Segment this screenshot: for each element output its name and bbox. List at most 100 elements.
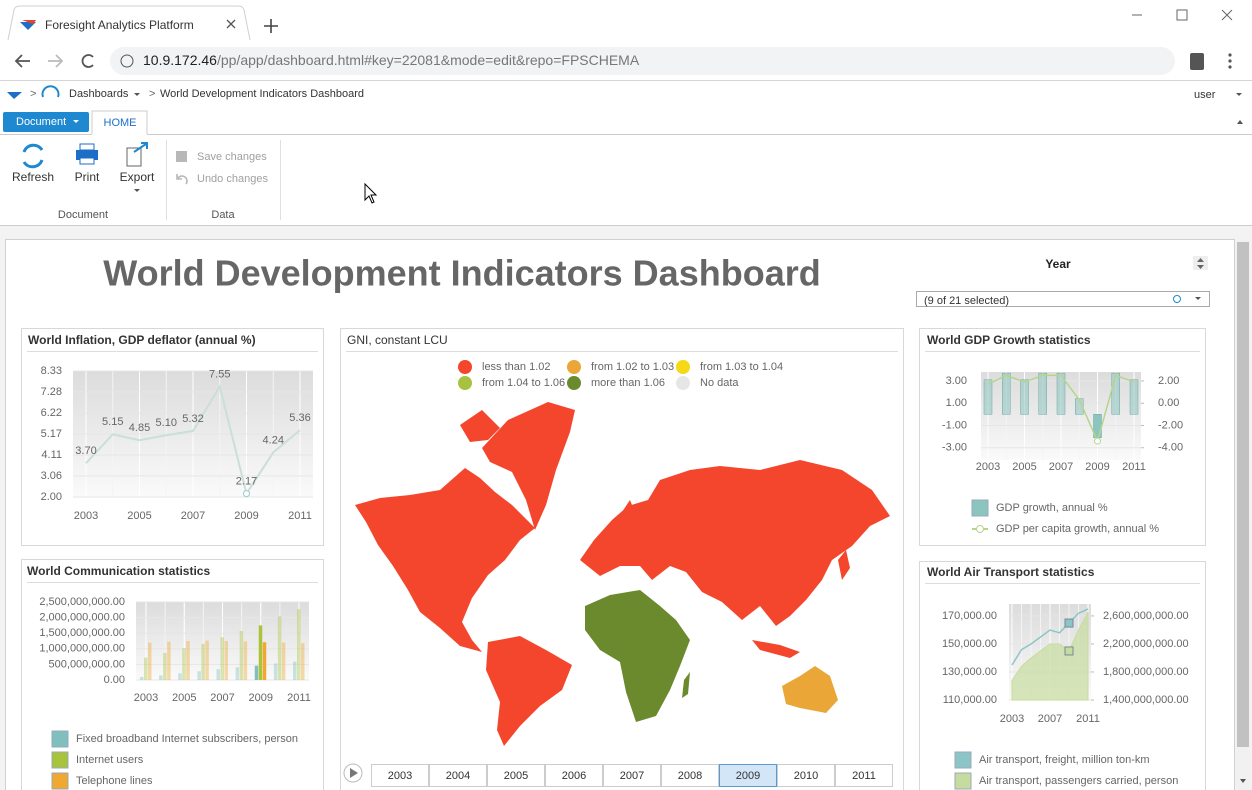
legend-label: GDP per capita growth, annual %: [996, 523, 1159, 535]
legend-label: from 1.04 to 1.06: [482, 377, 565, 389]
timeline-cell[interactable]: [545, 764, 603, 787]
timeline-cell[interactable]: [719, 764, 777, 787]
timeline-cell[interactable]: [429, 764, 487, 787]
value-label: 3.70: [75, 445, 96, 457]
y-tick-label: -1.00: [942, 419, 967, 431]
caret: [134, 189, 140, 192]
legend-label: Air transport, freight, million ton-km: [979, 754, 1150, 766]
new-tab[interactable]: [264, 19, 278, 33]
y-tick-label: 2,000,000,000.00: [39, 612, 125, 624]
user-menu[interactable]: user: [1194, 89, 1216, 101]
print-icon: [79, 157, 95, 165]
bar: [243, 641, 248, 680]
site-info[interactable]: [120, 54, 134, 68]
bar: [277, 616, 282, 680]
greenland[interactable]: [482, 402, 575, 530]
app-logo[interactable]: [7, 92, 22, 99]
document-menu-label: Document: [16, 116, 66, 128]
y2-tick-label: 1,400,000,000.00: [1103, 694, 1189, 706]
timeline-cell[interactable]: [487, 764, 545, 787]
close-window[interactable]: [1221, 9, 1233, 21]
world-map: [355, 402, 890, 746]
legend-swatch: [51, 730, 69, 748]
bar: [273, 663, 278, 680]
x-tick-label: 2009: [234, 510, 258, 522]
y-tick-label: 4.11: [41, 449, 62, 461]
bar: [1111, 372, 1120, 415]
address-bar[interactable]: [110, 47, 1175, 75]
refresh-button[interactable]: Refresh: [12, 143, 54, 184]
timeline-cell[interactable]: [835, 764, 893, 787]
australia[interactable]: [782, 666, 838, 713]
print-label: Print: [75, 170, 100, 184]
tab[interactable]: [7, 5, 251, 41]
y2-tick-label: 2,600,000,000.00: [1103, 610, 1189, 622]
mouse-cursor: [364, 182, 378, 204]
timeline-year: 2007: [620, 770, 644, 782]
scroll-down[interactable]: [1240, 779, 1246, 783]
timeline-year: 2008: [678, 770, 702, 782]
breadcrumb-section[interactable]: Dashboards: [69, 88, 129, 100]
refresh-label: Refresh: [12, 170, 54, 184]
bar: [1038, 372, 1047, 415]
legend-swatch: [676, 376, 690, 390]
legend-swatch: [458, 360, 472, 374]
legend-label: GDP growth, annual %: [996, 502, 1108, 514]
bar: [159, 675, 163, 680]
africa[interactable]: [585, 590, 690, 722]
filter-toggle-icon: [1197, 258, 1204, 269]
x-tick-label: 2003: [74, 510, 98, 522]
legend-swatch: [676, 360, 690, 374]
menu-dot[interactable]: [1228, 53, 1232, 57]
home-tab[interactable]: [91, 110, 148, 134]
filter-toggle[interactable]: [1193, 256, 1208, 270]
eurasia[interactable]: [580, 460, 890, 626]
y-tick-label: 2,500,000,000.00: [39, 596, 125, 608]
timeline-cell[interactable]: [777, 764, 835, 787]
bar: [1056, 372, 1066, 415]
south-america[interactable]: [486, 636, 572, 746]
collapse-ribbon[interactable]: [1237, 120, 1243, 124]
save-changes[interactable]: Save changes: [197, 151, 267, 163]
legend-swatch: [458, 376, 472, 390]
area: [1011, 612, 1089, 701]
tab-close[interactable]: [226, 19, 236, 29]
export-button[interactable]: Export: [120, 142, 155, 192]
y2-tick-label: 2,200,000,000.00: [1103, 638, 1189, 650]
dashboard-title: World Development Indicators Dashboard: [103, 253, 820, 294]
export-label: Export: [120, 170, 155, 184]
y-tick-label: 1,500,000,000.00: [39, 627, 125, 639]
menu-dot[interactable]: [1228, 59, 1232, 63]
maximize[interactable]: [1176, 9, 1188, 21]
year-select[interactable]: [916, 291, 1210, 307]
panel-title: World Air Transport statistics: [927, 565, 1095, 579]
timeline-cell[interactable]: [603, 764, 661, 787]
menu-dot[interactable]: [1228, 65, 1232, 69]
url-path: /pp/app/dashboard.html#key=22081&mode=ed…: [217, 52, 640, 68]
point: [1064, 646, 1074, 656]
extension[interactable]: [1190, 53, 1204, 70]
document-menu[interactable]: [3, 112, 89, 132]
bar: [281, 642, 286, 680]
value-label: 2.17: [236, 476, 257, 488]
y-tick-label: 5.17: [41, 428, 62, 440]
forward[interactable]: [48, 54, 64, 68]
undo-changes[interactable]: Undo changes: [197, 173, 268, 185]
bar: [178, 673, 182, 680]
tab-icon: [20, 22, 36, 30]
back[interactable]: [14, 54, 30, 68]
legend-label: more than 1.06: [591, 377, 665, 389]
timeline-year: 2009: [736, 770, 760, 782]
panel-title: World Inflation, GDP deflator (annual %): [28, 333, 256, 347]
timeline-cell[interactable]: [661, 764, 719, 787]
scrollbar-thumb[interactable]: [1237, 242, 1249, 747]
breadcrumb-current: World Development Indicators Dashboard: [160, 88, 364, 100]
bar: [262, 642, 267, 680]
print-button[interactable]: Print: [75, 143, 100, 184]
reload[interactable]: [81, 54, 94, 68]
x-tick-label: 2009: [249, 692, 273, 704]
line: [85, 383, 301, 497]
timeline-cell[interactable]: [371, 764, 429, 787]
north-america[interactable]: [355, 468, 535, 652]
print-icon: [76, 150, 98, 160]
